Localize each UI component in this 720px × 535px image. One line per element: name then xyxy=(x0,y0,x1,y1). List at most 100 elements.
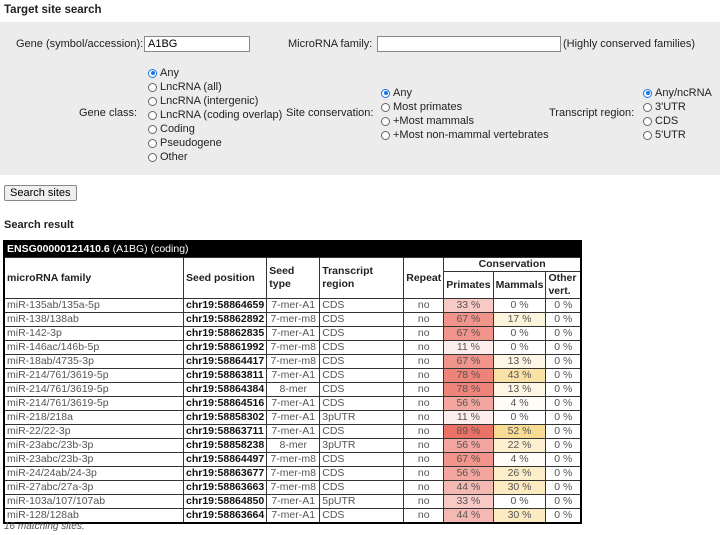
cell-mammals: 30 % xyxy=(492,480,547,495)
cell-seed-type: 7-mer-A1 xyxy=(266,508,321,524)
cell-transcript-region: CDS xyxy=(319,480,405,495)
radio-label: LncRNA (coding overlap) xyxy=(160,109,283,121)
cell-transcript-region: CDS xyxy=(319,298,405,313)
radio-button[interactable] xyxy=(381,130,390,140)
cell-repeat: no xyxy=(403,396,445,411)
cell-repeat: no xyxy=(403,424,445,439)
radio-button[interactable] xyxy=(148,82,157,92)
cell-seed-type: 7-mer-A1 xyxy=(266,494,321,509)
cell-other-vert: 0 % xyxy=(545,368,582,383)
table-row: miR-18ab/4735-3p chr19:58864417 7-mer-m8 CD… xyxy=(3,354,582,369)
cell-mammals: 13 % xyxy=(492,354,547,369)
cell-repeat: no xyxy=(403,494,445,509)
cell-other-vert: 0 % xyxy=(545,312,582,327)
gene-label: Gene (symbol/accession): xyxy=(16,38,144,50)
site-conservation-option[interactable]: Any xyxy=(381,86,549,100)
cell-seed-type: 7-mer-A1 xyxy=(266,424,321,439)
radio-button[interactable] xyxy=(148,152,157,162)
radio-button[interactable] xyxy=(381,116,390,126)
cell-seed-position: chr19:58863711 xyxy=(182,424,268,439)
cell-seed-type: 7-mer-m8 xyxy=(266,354,321,369)
table-row: miR-24/24ab/24-3p chr19:58863677 7-mer-m8 C… xyxy=(3,466,582,481)
cell-family: miR-146ac/146b-5p xyxy=(3,340,184,355)
gene-class-option[interactable]: Other xyxy=(148,150,282,164)
radio-button[interactable] xyxy=(643,116,652,126)
page-title: Target site search xyxy=(4,4,102,16)
cell-transcript-region: 3pUTR xyxy=(319,410,405,425)
table-row: miR-214/761/3619-5p chr19:58863811 7-mer-A… xyxy=(3,368,582,383)
cell-family: miR-142-3p xyxy=(3,326,184,341)
radio-button[interactable] xyxy=(381,102,390,112)
cell-family: miR-128/128ab xyxy=(3,508,184,524)
cell-repeat: no xyxy=(403,298,445,313)
radio-button[interactable] xyxy=(148,96,157,106)
gene-class-option[interactable]: LncRNA (coding overlap) xyxy=(148,108,282,122)
radio-button[interactable] xyxy=(148,110,157,120)
cell-seed-type: 7-mer-A1 xyxy=(266,298,321,313)
gene-class-option[interactable]: Any xyxy=(148,66,282,80)
cell-seed-position: chr19:58862892 xyxy=(182,312,268,327)
cell-mammals: 30 % xyxy=(492,508,547,524)
gene-class-option[interactable]: LncRNA (all) xyxy=(148,80,282,94)
search-result-heading: Search result xyxy=(4,219,74,231)
cell-family: miR-23abc/23b-3p xyxy=(3,438,184,453)
gene-class-option[interactable]: LncRNA (intergenic) xyxy=(148,94,282,108)
cell-seed-type: 7-mer-A1 xyxy=(266,410,321,425)
cell-transcript-region: CDS xyxy=(319,326,405,341)
cell-seed-type: 8-mer xyxy=(266,382,321,397)
site-conservation-radios: Any Most primates +Most mammals +Most non-m… xyxy=(381,86,549,142)
site-conservation-label: Site conservation: xyxy=(286,107,374,119)
radio-button[interactable] xyxy=(643,130,652,140)
transcript-region-option[interactable]: CDS xyxy=(643,114,712,128)
radio-button[interactable] xyxy=(643,88,652,98)
cell-family: miR-214/761/3619-5p xyxy=(3,396,184,411)
cell-repeat: no xyxy=(403,368,445,383)
cell-primates: 78 % xyxy=(443,368,494,383)
cell-seed-position: chr19:58863664 xyxy=(182,508,268,524)
cell-seed-position: chr19:58858238 xyxy=(182,438,268,453)
radio-button[interactable] xyxy=(148,68,157,78)
search-sites-button[interactable]: Search sites xyxy=(4,185,77,201)
cell-other-vert: 0 % xyxy=(545,466,582,481)
transcript-region-option[interactable]: 5'UTR xyxy=(643,128,712,142)
table-row: miR-27abc/27a-3p chr19:58863663 7-mer-m8 CD… xyxy=(3,480,582,495)
col-seed-type: Seed type xyxy=(266,257,321,299)
site-conservation-option[interactable]: Most primates xyxy=(381,100,549,114)
cell-family: miR-27abc/27a-3p xyxy=(3,480,184,495)
transcript-region-option[interactable]: Any/ncRNA xyxy=(643,86,712,100)
cell-mammals: 0 % xyxy=(492,298,547,313)
site-conservation-option[interactable]: +Most mammals xyxy=(381,114,549,128)
cell-transcript-region: CDS xyxy=(319,452,405,467)
col-repeat: Repeat xyxy=(403,257,445,299)
table-row: miR-218/218a chr19:58858302 7-mer-A1 3pUTR n… xyxy=(3,410,582,425)
gene-class-radios: Any LncRNA (all) LncRNA (intergenic) LncRNA… xyxy=(148,66,282,164)
col-other-vert: Other vert. xyxy=(545,271,582,299)
cell-mammals: 22 % xyxy=(492,438,547,453)
cell-repeat: no xyxy=(403,466,445,481)
cell-primates: 89 % xyxy=(443,424,494,439)
radio-button[interactable] xyxy=(643,102,652,112)
gene-input[interactable] xyxy=(144,36,250,52)
cell-seed-position: chr19:58864497 xyxy=(182,452,268,467)
gene-id: ENSG00000121410.6 xyxy=(7,243,110,255)
radio-button[interactable] xyxy=(381,88,390,98)
cell-other-vert: 0 % xyxy=(545,298,582,313)
radio-button[interactable] xyxy=(148,124,157,134)
cell-primates: 67 % xyxy=(443,312,494,327)
cell-family: miR-138/138ab xyxy=(3,312,184,327)
transcript-region-option[interactable]: 3'UTR xyxy=(643,100,712,114)
site-conservation-option[interactable]: +Most non-mammal vertebrates xyxy=(381,128,549,142)
cell-other-vert: 0 % xyxy=(545,326,582,341)
table-row: miR-146ac/146b-5p chr19:58861992 7-mer-m8 C… xyxy=(3,340,582,355)
cell-primates: 33 % xyxy=(443,298,494,313)
radio-button[interactable] xyxy=(148,138,157,148)
cell-repeat: no xyxy=(403,326,445,341)
cell-other-vert: 0 % xyxy=(545,340,582,355)
gene-class-option[interactable]: Coding xyxy=(148,122,282,136)
search-form: Gene (symbol/accession): MicroRNA family… xyxy=(0,22,720,175)
radio-label: LncRNA (all) xyxy=(160,81,222,93)
gene-class-option[interactable]: Pseudogene xyxy=(148,136,282,150)
cell-primates: 56 % xyxy=(443,466,494,481)
cell-other-vert: 0 % xyxy=(545,396,582,411)
family-input[interactable] xyxy=(377,36,561,52)
